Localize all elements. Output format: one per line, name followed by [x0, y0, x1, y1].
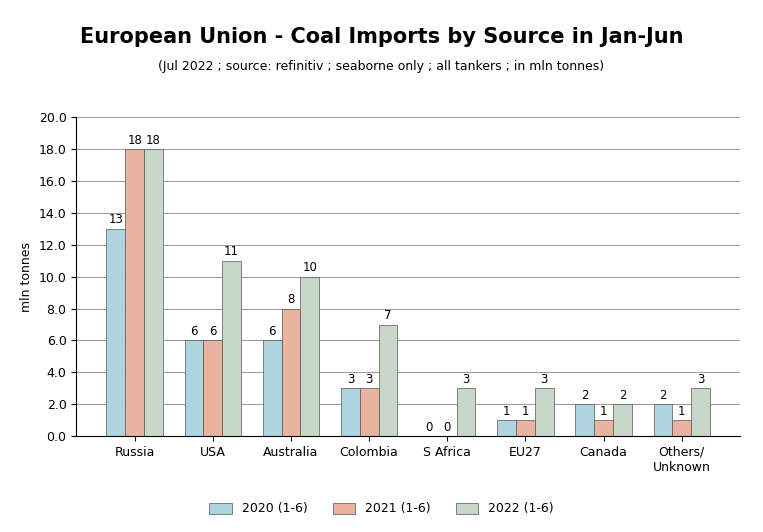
Bar — [359, 388, 378, 436]
Text: 6: 6 — [209, 325, 217, 338]
Text: 1: 1 — [678, 405, 685, 418]
Text: 3: 3 — [540, 373, 548, 386]
Bar — [262, 340, 282, 436]
Bar — [535, 388, 554, 436]
Bar — [282, 309, 301, 436]
Text: 0: 0 — [443, 421, 451, 434]
Text: 2: 2 — [581, 389, 588, 402]
Text: European Union - Coal Imports by Source in Jan-Jun: European Union - Coal Imports by Source … — [80, 27, 683, 47]
Bar — [691, 388, 710, 436]
Bar — [672, 420, 691, 436]
Text: 8: 8 — [287, 293, 295, 306]
Text: 1: 1 — [503, 405, 510, 418]
Text: 13: 13 — [108, 213, 124, 227]
Bar — [594, 420, 613, 436]
Text: (Jul 2022 ; source: refinitiv ; seaborne only ; all tankers ; in mln tonnes): (Jul 2022 ; source: refinitiv ; seaborne… — [159, 60, 604, 73]
Text: 1: 1 — [600, 405, 607, 418]
Bar — [516, 420, 535, 436]
Bar — [654, 404, 672, 436]
Bar — [107, 229, 125, 436]
Text: 1: 1 — [522, 405, 530, 418]
Y-axis label: mln tonnes: mln tonnes — [20, 242, 33, 312]
Bar — [341, 388, 359, 436]
Bar — [185, 340, 204, 436]
Text: 10: 10 — [302, 261, 317, 275]
Text: 6: 6 — [269, 325, 276, 338]
Text: 18: 18 — [127, 134, 142, 146]
Bar — [144, 149, 163, 436]
Bar — [378, 325, 398, 436]
Text: 2: 2 — [619, 389, 626, 402]
Bar — [301, 277, 319, 436]
Text: 18: 18 — [146, 134, 161, 146]
Text: 3: 3 — [346, 373, 354, 386]
Bar — [204, 340, 222, 436]
Text: 7: 7 — [384, 309, 391, 322]
Text: 3: 3 — [365, 373, 373, 386]
Text: 6: 6 — [190, 325, 198, 338]
Text: 0: 0 — [425, 421, 432, 434]
Legend: 2020 (1-6), 2021 (1-6), 2022 (1-6): 2020 (1-6), 2021 (1-6), 2022 (1-6) — [204, 497, 559, 520]
Bar — [613, 404, 632, 436]
Text: 2: 2 — [659, 389, 667, 402]
Text: 3: 3 — [462, 373, 470, 386]
Bar — [457, 388, 475, 436]
Text: 11: 11 — [224, 245, 239, 258]
Bar — [222, 261, 241, 436]
Bar — [125, 149, 144, 436]
Text: 3: 3 — [697, 373, 704, 386]
Bar — [575, 404, 594, 436]
Bar — [497, 420, 516, 436]
